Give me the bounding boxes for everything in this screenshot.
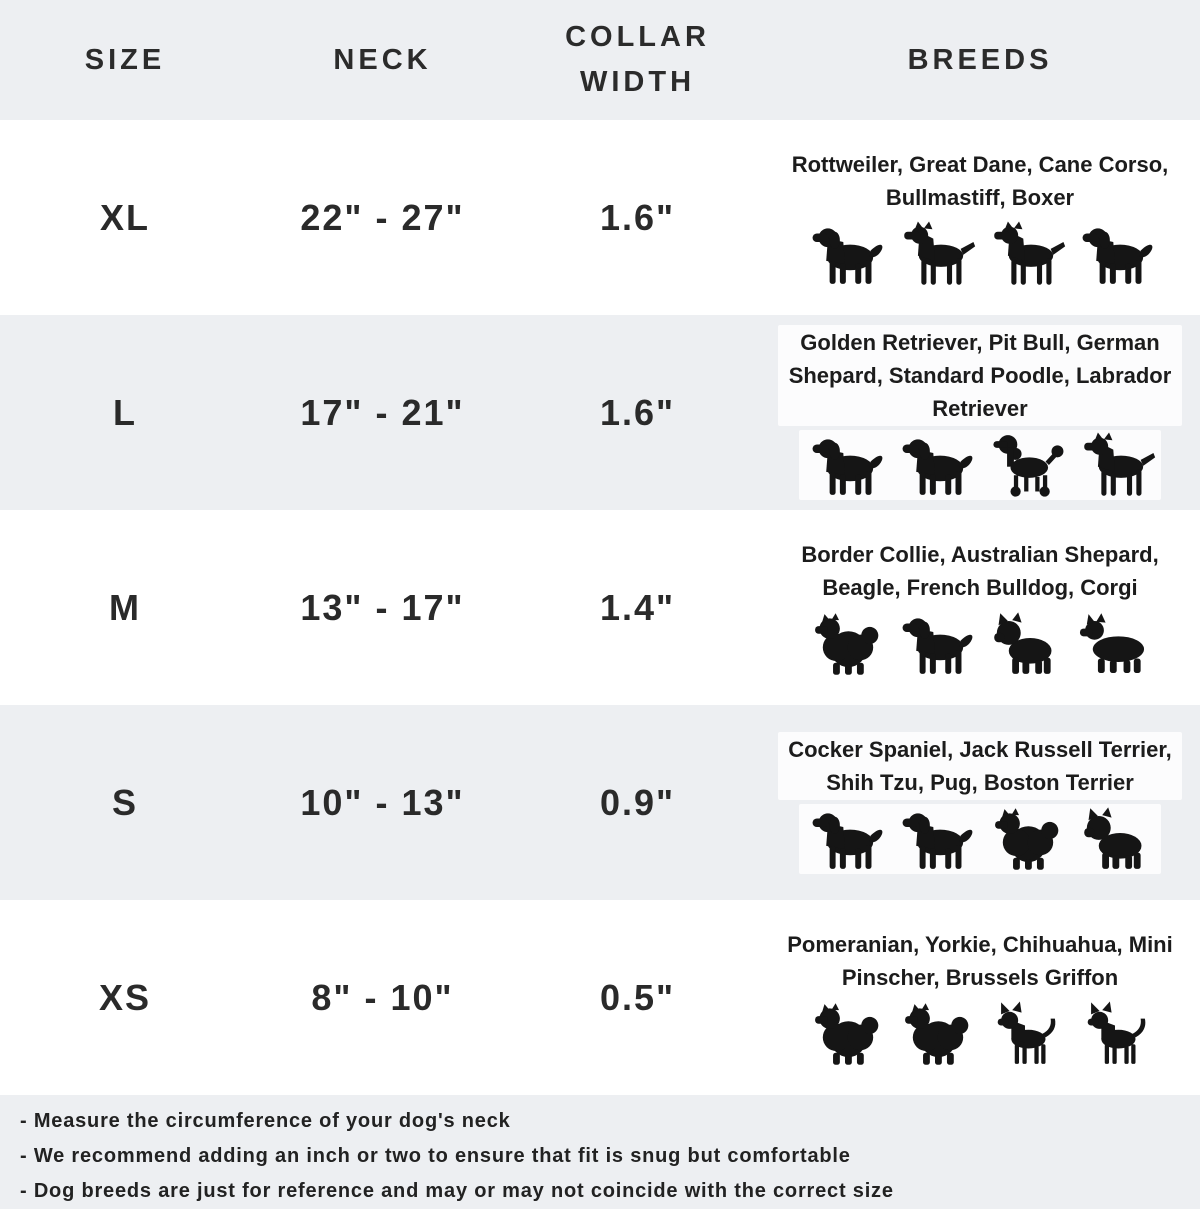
pomeranian-icon <box>804 1001 886 1067</box>
breeds-list: Pomeranian, Yorkie, Chihuahua, Mini Pins… <box>778 926 1182 995</box>
breed-icons <box>799 218 1161 289</box>
breeds-cell: Rottweiler, Great Dane, Cane Corso, Bull… <box>760 146 1200 289</box>
footnote-line: - Dog breeds are just for reference and … <box>20 1180 894 1202</box>
size-label: M <box>109 586 141 628</box>
breeds-list: Border Collie, Australian Shepard, Beagl… <box>778 536 1182 605</box>
neck-range: 17" - 21" <box>300 391 465 433</box>
footnote-line: - We recommend adding an inch or two to … <box>20 1145 851 1167</box>
size-label: L <box>113 391 137 433</box>
german-shepard-icon <box>1074 432 1156 498</box>
table-row: XS 8" - 10" 0.5" Pomeranian, Yorkie, Chi… <box>0 900 1200 1095</box>
breeds-list: Golden Retriever, Pit Bull, German Shepa… <box>778 325 1182 426</box>
header-cell-size: SIZE <box>84 43 166 76</box>
border-collie-icon <box>804 611 886 677</box>
footnote-line: - Measure the circumference of your dog'… <box>20 1110 511 1132</box>
collar-width: 0.9" <box>599 781 676 823</box>
collar-width: 1.6" <box>599 391 676 433</box>
table-row: S 10" - 13" 0.9" Cocker Spaniel, Jack Ru… <box>0 705 1200 900</box>
table-body: XL 22" - 27" 1.6" Rottweiler, Great Dane… <box>0 120 1200 1095</box>
pit-bull-icon <box>894 432 976 498</box>
standard-poodle-icon <box>984 432 1066 498</box>
breed-icons <box>799 430 1161 500</box>
beagle-icon <box>894 611 976 677</box>
table-row: M 13" - 17" 1.4" Border Collie, Australi… <box>0 510 1200 705</box>
collar-width: 1.6" <box>599 196 676 238</box>
corgi-icon <box>1074 611 1156 677</box>
breed-icons <box>799 998 1161 1069</box>
chihuahua-icon <box>984 1001 1066 1067</box>
collar-width: 1.4" <box>599 586 676 628</box>
cocker-spaniel-icon <box>804 806 886 872</box>
neck-range: 8" - 10" <box>311 976 454 1018</box>
french-bulldog-icon <box>984 611 1066 677</box>
header-cell-breeds: BREEDS <box>907 43 1053 76</box>
header-cell-collar-width: COLLAR WIDTH <box>565 21 710 98</box>
footnotes: - Measure the circumference of your dog'… <box>0 1095 1200 1209</box>
header-row: SIZE NECK COLLAR WIDTH BREEDS <box>0 0 1200 120</box>
bullmastiff-icon <box>1074 221 1156 287</box>
shih-tzu-icon <box>984 806 1066 872</box>
great-dane-icon <box>894 221 976 287</box>
pug-icon <box>1074 806 1156 872</box>
header-cell-neck: NECK <box>333 43 432 76</box>
size-label: XS <box>98 976 152 1018</box>
table-row: L 17" - 21" 1.6" Golden Retriever, Pit B… <box>0 315 1200 510</box>
mini-pinscher-icon <box>1074 1001 1156 1067</box>
breeds-cell: Cocker Spaniel, Jack Russell Terrier, Sh… <box>760 731 1200 874</box>
breeds-list: Rottweiler, Great Dane, Cane Corso, Bull… <box>778 146 1182 215</box>
golden-retriever-icon <box>804 432 886 498</box>
rottweiler-icon <box>804 221 886 287</box>
breeds-cell: Pomeranian, Yorkie, Chihuahua, Mini Pins… <box>760 926 1200 1069</box>
breed-icons <box>799 608 1161 679</box>
jack-russell-terrier-icon <box>894 806 976 872</box>
breeds-cell: Border Collie, Australian Shepard, Beagl… <box>760 536 1200 679</box>
size-label: S <box>111 781 138 823</box>
collar-width: 0.5" <box>599 976 676 1018</box>
cane-corso-icon <box>984 221 1066 287</box>
size-label: XL <box>99 196 150 238</box>
breeds-list: Cocker Spaniel, Jack Russell Terrier, Sh… <box>778 731 1182 800</box>
neck-range: 13" - 17" <box>300 586 465 628</box>
yorkie-icon <box>894 1001 976 1067</box>
neck-range: 10" - 13" <box>300 781 465 823</box>
table-row: XL 22" - 27" 1.6" Rottweiler, Great Dane… <box>0 120 1200 315</box>
breeds-cell: Golden Retriever, Pit Bull, German Shepa… <box>760 325 1200 500</box>
neck-range: 22" - 27" <box>300 196 465 238</box>
breed-icons <box>799 803 1161 874</box>
